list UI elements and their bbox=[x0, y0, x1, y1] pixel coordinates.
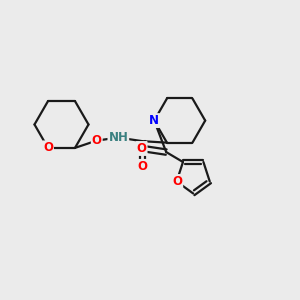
Text: NH: NH bbox=[108, 131, 128, 144]
Text: O: O bbox=[92, 134, 102, 147]
Text: O: O bbox=[43, 141, 53, 154]
Text: O: O bbox=[136, 142, 147, 155]
Text: O: O bbox=[172, 175, 182, 188]
Text: N: N bbox=[149, 114, 159, 127]
Text: O: O bbox=[137, 160, 147, 173]
